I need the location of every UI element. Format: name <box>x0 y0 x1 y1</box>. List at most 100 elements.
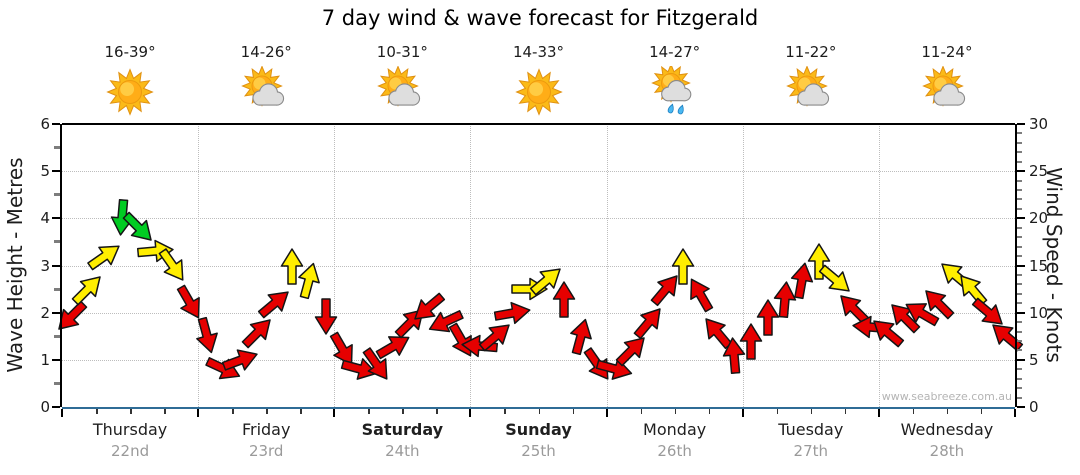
wind-arrow <box>355 342 398 388</box>
right-axis-minor-tick <box>1017 396 1022 399</box>
x-axis-major-tick <box>1014 409 1016 417</box>
x-axis-major-tick <box>877 409 880 417</box>
day-temperature-range: 11-24° <box>921 43 973 61</box>
wind-arrow <box>627 299 671 345</box>
weather-icon <box>104 66 156 118</box>
right-axis-minor-tick <box>1017 387 1022 390</box>
wind-arrow <box>151 242 194 288</box>
x-axis-day-date: 27th <box>793 442 829 460</box>
sunny-icon <box>106 68 154 116</box>
left-axis-major-tick <box>52 123 60 125</box>
weather-icon <box>785 65 837 118</box>
plot-top-border <box>62 123 1015 125</box>
v-gridline <box>198 124 200 407</box>
left-axis-minor-tick <box>54 240 60 244</box>
weather-icon <box>240 65 292 118</box>
wind-arrow <box>806 242 832 280</box>
left-axis-minor-tick <box>54 287 60 291</box>
x-axis-minor-tick <box>504 409 506 414</box>
sunny-icon <box>514 68 563 116</box>
left-axis-tick-label: 6 <box>40 115 50 133</box>
plot-area: www.seabreeze.com.au <box>57 124 1024 407</box>
left-axis-major-tick <box>52 264 60 267</box>
partly-cloudy-icon <box>922 65 966 107</box>
x-axis-major-tick <box>333 409 336 417</box>
right-axis-tick-label: 5 <box>1029 350 1039 369</box>
left-axis-tick-label: 3 <box>40 256 50 275</box>
x-axis-minor-tick <box>810 409 813 414</box>
x-axis-day-date: 25th <box>521 442 556 460</box>
right-axis-minor-tick <box>1017 160 1022 163</box>
left-axis-minor-tick <box>54 193 60 197</box>
wind-arrow <box>116 205 161 250</box>
right-axis-minor-tick <box>1017 349 1022 352</box>
wind-arrow <box>422 302 467 342</box>
left-axis-minor-tick <box>54 381 60 385</box>
wind-arrow <box>218 341 263 378</box>
wind-arrow <box>279 247 305 285</box>
day-temperature-range: 11-22° <box>785 43 837 61</box>
x-axis-day-name: Friday <box>241 420 291 439</box>
wind-arrow <box>882 295 927 340</box>
right-axis-minor-tick <box>1017 283 1022 286</box>
right-axis-minor-tick <box>1017 330 1022 333</box>
wind-arrow <box>65 266 110 311</box>
right-axis-minor-tick <box>1017 368 1022 371</box>
right-axis-minor-tick <box>1017 321 1022 324</box>
showers-icon <box>650 63 691 115</box>
wind-arrow <box>864 309 910 353</box>
wind-arrow <box>609 328 654 373</box>
wind-arrow <box>679 271 721 317</box>
watermark: www.seabreeze.com.au <box>881 390 1012 403</box>
left-axis-tick-label: 5 <box>40 162 50 181</box>
right-axis-minor-tick <box>1017 292 1022 295</box>
right-axis-tick-label: 0 <box>1029 398 1039 416</box>
right-axis-tick-label: 10 <box>1029 303 1049 322</box>
wind-arrow <box>322 327 364 373</box>
x-axis-major-tick <box>605 409 608 417</box>
wind-arrow <box>967 290 1013 334</box>
wind-arrow <box>82 235 128 278</box>
wind-arrow <box>551 280 577 318</box>
weather-icon <box>921 65 973 118</box>
right-axis-minor-tick <box>1017 189 1022 192</box>
x-axis-minor-tick <box>572 409 575 414</box>
v-gridline <box>878 124 880 407</box>
day-temperature-range: 10-31° <box>376 43 428 61</box>
x-axis-minor-tick <box>844 409 847 414</box>
x-axis-day-name: Sunday <box>505 420 572 439</box>
x-axis-minor-tick <box>266 409 268 414</box>
partly-cloudy-icon <box>785 65 829 107</box>
x-axis-day-date: 23rd <box>248 442 284 460</box>
wind-arrow <box>235 309 280 354</box>
right-axis-minor-tick <box>1017 302 1022 305</box>
bottom-axis-line <box>62 407 1015 409</box>
x-axis-minor-tick <box>946 409 949 414</box>
x-axis-day-name: Saturday <box>361 420 444 439</box>
left-axis-major-tick <box>52 406 60 408</box>
h-gridline <box>62 265 1015 267</box>
x-axis-day-name: Tuesday <box>778 420 844 439</box>
right-axis-tick-label: 30 <box>1029 115 1049 133</box>
wind-arrow <box>831 285 876 330</box>
wind-arrow <box>950 266 994 312</box>
right-axis-major-tick <box>1017 123 1025 125</box>
v-gridline <box>742 124 744 407</box>
right-axis-line <box>1015 124 1017 407</box>
h-gridline <box>62 218 1015 220</box>
left-axis-tick-label: 4 <box>40 209 50 228</box>
wind-arrow <box>564 315 599 358</box>
weather-icon <box>376 65 428 118</box>
wind-arrow <box>593 352 636 387</box>
right-axis-minor-tick <box>1017 198 1022 201</box>
right-axis-tick-label: 25 <box>1029 162 1049 181</box>
day-temperature-range: 14-26° <box>240 43 292 61</box>
x-axis-major-tick <box>197 409 200 417</box>
x-axis-day-name: Monday <box>643 420 707 439</box>
x-axis-minor-tick <box>232 409 234 414</box>
weather-icon <box>513 66 565 118</box>
x-axis-minor-tick <box>912 409 915 414</box>
wind-arrow <box>813 257 859 301</box>
h-gridline <box>62 171 1015 173</box>
